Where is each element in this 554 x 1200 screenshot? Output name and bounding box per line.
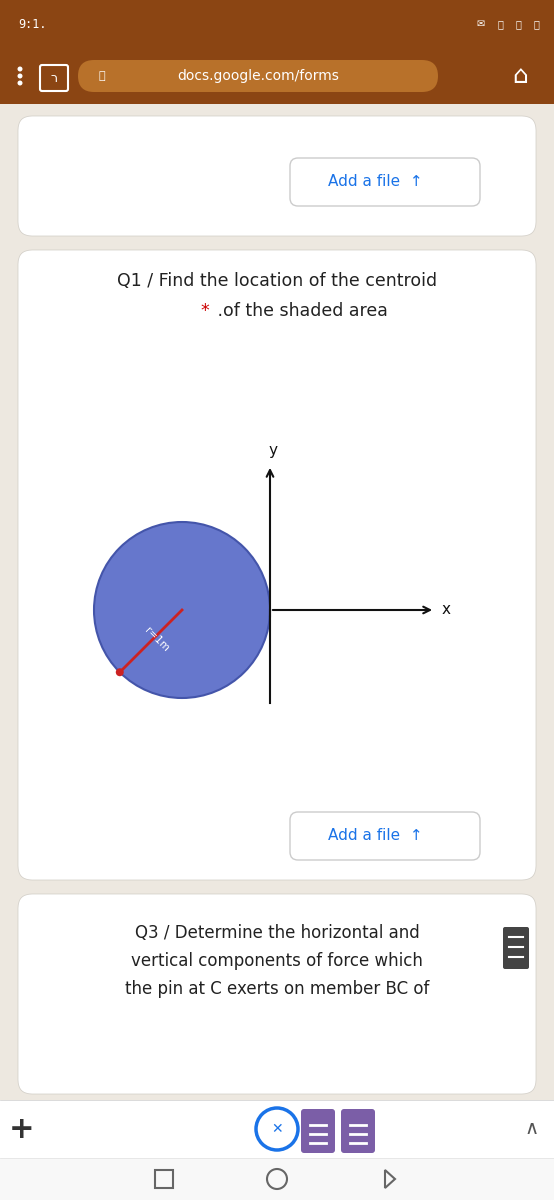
Text: 🔋: 🔋 [533,19,539,29]
FancyBboxPatch shape [503,926,529,970]
FancyBboxPatch shape [18,250,536,880]
Text: ✉: ✉ [476,19,484,29]
Text: +: + [9,1115,35,1144]
FancyBboxPatch shape [18,116,536,236]
Text: *: * [200,302,209,320]
Text: ✕: ✕ [271,1122,283,1136]
Text: x: x [442,602,451,618]
Circle shape [94,522,270,698]
Circle shape [256,1108,298,1150]
Text: r=1m: r=1m [143,625,171,653]
FancyBboxPatch shape [301,1109,335,1153]
Bar [0,1158,554,1200]
Text: ∧: ∧ [525,1120,539,1139]
FancyBboxPatch shape [290,812,480,860]
Circle shape [116,668,124,677]
Text: 9:1.: 9:1. [18,18,47,30]
Text: vertical components of force which: vertical components of force which [131,952,423,970]
Text: Q3 / Determine the horizontal and: Q3 / Determine the horizontal and [135,924,419,942]
Bar [0,0,554,48]
Text: y: y [269,443,278,458]
Text: Add a file  ↑: Add a file ↑ [327,174,422,190]
Text: 📶: 📶 [515,19,521,29]
Text: Q1 / Find the location of the centroid: Q1 / Find the location of the centroid [117,272,437,290]
Circle shape [18,66,23,72]
FancyBboxPatch shape [290,158,480,206]
Bar [0,1100,554,1158]
Text: .of the shaded area: .of the shaded area [212,302,388,320]
FancyBboxPatch shape [341,1109,375,1153]
Circle shape [18,73,23,78]
Bar [0,48,554,104]
Text: ⌂: ⌂ [512,64,528,88]
Text: the pin at C exerts on member BC of: the pin at C exerts on member BC of [125,980,429,998]
Text: 🔒: 🔒 [99,71,105,80]
Text: 🔔: 🔔 [497,19,503,29]
Text: Add a file  ↑: Add a file ↑ [327,828,422,844]
Text: ר: ר [50,72,58,84]
FancyBboxPatch shape [18,894,536,1094]
Circle shape [18,80,23,85]
Text: docs.google.com/forms: docs.google.com/forms [177,68,339,83]
FancyBboxPatch shape [78,60,438,92]
